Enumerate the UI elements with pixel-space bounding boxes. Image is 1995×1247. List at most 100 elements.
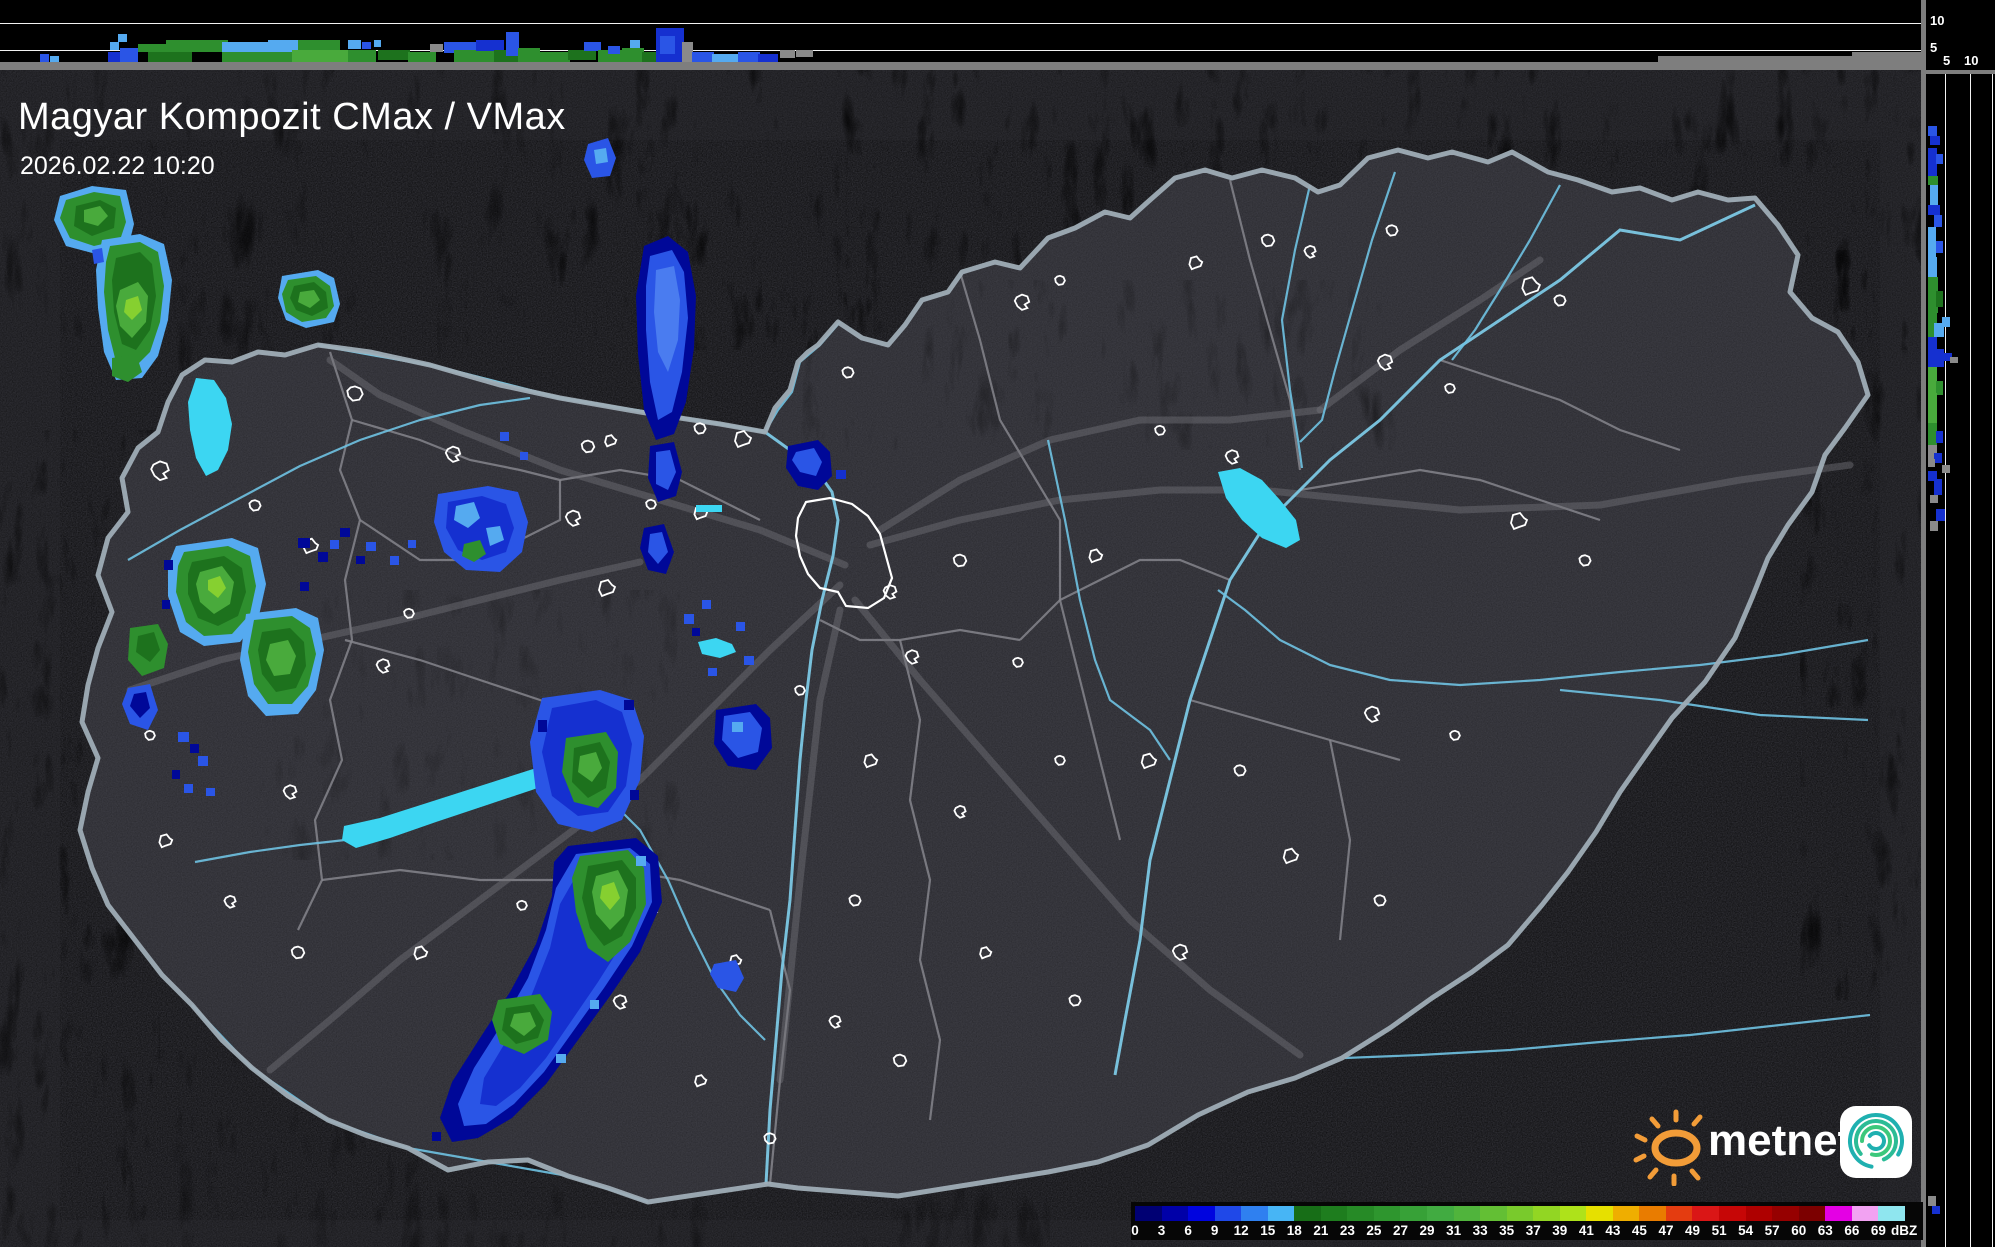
sun-icon: [1633, 1109, 1703, 1186]
colorbar-tick-label: 25: [1366, 1223, 1382, 1238]
profile-echo-pixel: [120, 48, 138, 62]
colorbar-tick-label: 60: [1791, 1223, 1807, 1238]
profile-echo-pixel: [166, 40, 228, 52]
profile-echo-pixel: [444, 42, 476, 53]
profile-echo-pixel: [50, 56, 59, 62]
colorbar-cell: [1825, 1206, 1852, 1221]
profile-echo-pixel: [630, 40, 640, 48]
profile-echo-pixel: [1928, 148, 1937, 176]
colorbar-cell: [1241, 1206, 1268, 1221]
profile-echo-pixel: [1928, 445, 1937, 459]
profile-echo-pixel: [476, 40, 504, 51]
county-borders: [297, 179, 1681, 1185]
metnet-app-icon: [1840, 1106, 1912, 1178]
colorbar-tick-label: 0: [1131, 1223, 1139, 1238]
profile-echo-pixel: [584, 42, 601, 51]
colorbar-tick-label: 15: [1260, 1223, 1276, 1238]
profile-echo-pixel: [1928, 471, 1937, 481]
colorbar-cell: [1267, 1206, 1295, 1221]
profile-echo-pixel: [1928, 337, 1937, 367]
colorbar-tick-label: 41: [1578, 1223, 1594, 1238]
colorbar-tick-label: 23: [1339, 1223, 1355, 1238]
height-gridline-10km: [0, 23, 1921, 24]
colorbar-cell: [1586, 1206, 1613, 1221]
profile-echo-pixel: [1930, 185, 1938, 205]
profile-echo-pixel: [712, 54, 740, 62]
colorbar-cell: [1851, 1206, 1879, 1221]
distance-label-5: 5: [1943, 53, 1951, 68]
colorbar-cell: [1639, 1206, 1666, 1221]
colorbar-tick-label: 47: [1658, 1223, 1674, 1238]
distance-gridline-15: [1992, 74, 1993, 1247]
profile-echo-pixel: [1932, 1206, 1940, 1214]
profile-ground-bar: [0, 62, 1921, 70]
colorbar-cell: [1347, 1206, 1374, 1221]
colorbar-cell: [1559, 1206, 1587, 1221]
budapest-outline: [794, 496, 894, 610]
profile-echo-pixel: [1928, 367, 1937, 393]
profile-echo-pixel: [1930, 495, 1938, 503]
profile-echo-pixel: [40, 54, 49, 62]
colorbar-cell: [1719, 1206, 1746, 1221]
profile-echo-pixel: [642, 52, 660, 62]
profile-echo-pixel: [1928, 423, 1937, 445]
colorbar-tick-label: 6: [1184, 1223, 1192, 1238]
colorbar-tick-label: 51: [1711, 1223, 1727, 1238]
profile-echo-pixel: [1944, 353, 1952, 361]
colorbar-tick-label: 37: [1525, 1223, 1541, 1238]
colorbar-tick-label: 18: [1286, 1223, 1302, 1238]
colorbar-tick-label: 21: [1313, 1223, 1329, 1238]
colorbar-cell: [1214, 1206, 1242, 1221]
colorbar-labels: 0 3 6 9 12 15 18 21 23 25 27 29 31 33 35 37 39 41 43 45 47 49…: [1131, 1223, 1927, 1239]
vmax-top-profile-strip: [0, 0, 1921, 62]
colorbar-tick-label: 49: [1685, 1223, 1701, 1238]
height-label-10: 10: [1930, 13, 1945, 28]
profile-echo-pixel: [1950, 357, 1958, 363]
colorbar-cell: [1320, 1206, 1348, 1221]
colorbar-cell: [1745, 1206, 1773, 1221]
colorbar-tick-label: 31: [1446, 1223, 1462, 1238]
colorbar-cell: [1453, 1206, 1481, 1221]
profile-echo-pixel: [1930, 521, 1938, 531]
profile-echo-pixel: [538, 52, 570, 62]
profile-echo-pixel: [138, 44, 166, 52]
profile-echo-pixel: [110, 42, 119, 50]
profile-echo-pixel: [660, 36, 675, 54]
profile-echo-pixel: [222, 42, 270, 52]
profile-echo-pixel: [796, 50, 813, 57]
profile-echo-pixel: [758, 54, 778, 62]
profile-echo-pixel: [1942, 465, 1950, 473]
colorbar-cell: [1135, 1206, 1162, 1221]
profile-echo-pixel: [1928, 1196, 1936, 1206]
profile-echo-pixel: [292, 50, 350, 62]
profile-echo-pixel: [1934, 453, 1942, 463]
profile-echo-pixel: [348, 40, 361, 49]
profile-corner-vbar: [1921, 0, 1926, 74]
profile-echo-pixel: [1942, 317, 1950, 327]
hills-matra-bukk: [800, 280, 1400, 450]
colorbar-tick-label: 69: [1870, 1223, 1886, 1238]
profile-echo-pixel: [454, 50, 496, 62]
colorbar-cell: [1427, 1206, 1454, 1221]
profile-echo-pixel: [682, 42, 693, 62]
lake-velence: [698, 638, 736, 658]
profile-echo-pixel: [268, 40, 300, 52]
colorbar-cell: [1665, 1206, 1693, 1221]
profile-echo-pixel: [1928, 205, 1940, 215]
profile-echo-pixel: [1928, 176, 1938, 185]
profile-echo-pixel: [1936, 509, 1945, 521]
colorbar-cell: [1506, 1206, 1534, 1221]
colorbar-cell: [1798, 1206, 1826, 1221]
profile-echo-pixel: [1934, 323, 1944, 337]
profile-echo-pixel: [148, 52, 192, 62]
spiral-icon: [1848, 1113, 1904, 1169]
colorbar-tick-label: 29: [1419, 1223, 1435, 1238]
colorbar-cell: [1772, 1206, 1799, 1221]
profile-echo-pixel: [1928, 313, 1937, 337]
colorbar-cell: [1878, 1206, 1905, 1221]
colorbar-cell: [1188, 1206, 1215, 1221]
hungary-border: [77, 147, 1871, 1205]
colorbar-tick-label: 66: [1844, 1223, 1860, 1238]
